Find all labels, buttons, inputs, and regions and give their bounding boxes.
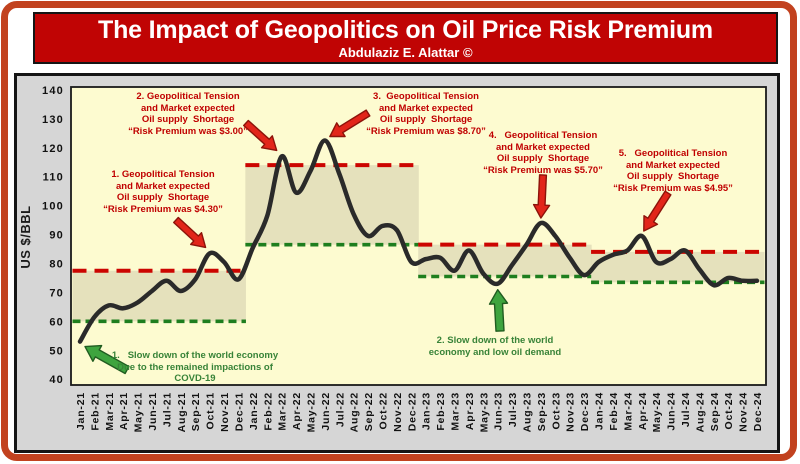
x-tick-label: May-24 xyxy=(651,392,663,432)
page-title: The Impact of Geopolitics on Oil Price R… xyxy=(98,16,713,44)
x-tick-label: Mar-21 xyxy=(104,392,116,431)
risk-band-2021 xyxy=(72,270,246,322)
x-tick-label: Oct-24 xyxy=(723,392,735,429)
x-tick-label: May-23 xyxy=(478,392,490,432)
x-tick-label: Sep-23 xyxy=(536,392,548,431)
x-tick-label: May-21 xyxy=(133,392,145,432)
y-tick-label: 110 xyxy=(43,172,64,184)
x-tick-label: Dec-24 xyxy=(752,392,764,431)
author-credit: Abdulaziz E. Alattar © xyxy=(338,45,473,60)
x-tick-label: Feb-22 xyxy=(262,392,274,431)
x-tick-label: Jul-21 xyxy=(161,392,173,427)
y-axis-title: US $/BBL xyxy=(18,205,33,269)
x-tick-label: Feb-24 xyxy=(608,392,620,431)
x-tick-label: Aug-22 xyxy=(349,392,361,432)
y-tick-label: 60 xyxy=(49,316,64,328)
x-tick-label: Jan-23 xyxy=(421,392,433,430)
annotation-arrow xyxy=(84,344,130,375)
x-tick-label: Apr-24 xyxy=(637,392,649,430)
x-tick-label: Mar-22 xyxy=(277,392,289,431)
chart-panel: 140 130 120 110 100 90 80 70 60 50 40 Jan-21 Feb-21 M… xyxy=(14,73,780,453)
x-tick-label: Jul-24 xyxy=(680,392,692,427)
x-tick-label: Jan-21 xyxy=(75,392,87,430)
x-tick-label: Jul-22 xyxy=(334,392,346,427)
x-tick-label: Nov-22 xyxy=(392,392,404,432)
annotation-arrow xyxy=(329,109,371,138)
x-tick-label: May-22 xyxy=(305,392,317,432)
x-tick-label: Sep-22 xyxy=(363,392,375,431)
annotation-arrow xyxy=(532,174,551,219)
x-tick-label: Jan-22 xyxy=(248,392,260,430)
y-tick-label: 80 xyxy=(49,258,64,270)
annotation-arrow xyxy=(488,288,509,332)
y-tick-label: 140 xyxy=(42,85,64,97)
x-tick-label: Jun-24 xyxy=(666,392,678,431)
x-tick-label: Jun-22 xyxy=(320,392,332,431)
x-tick-label: Nov-23 xyxy=(565,392,577,432)
x-tick-label: Jul-23 xyxy=(507,392,519,427)
y-tick-label: 100 xyxy=(42,201,64,213)
x-tick-label: Nov-21 xyxy=(219,392,231,432)
y-tick-label: 40 xyxy=(49,374,64,386)
annotation-arrow xyxy=(242,119,278,152)
y-tick-label: 70 xyxy=(49,287,64,299)
y-tick-label: 50 xyxy=(49,345,64,357)
x-tick-label: Oct-22 xyxy=(377,392,389,429)
annotation-arrow xyxy=(172,216,207,249)
oil-price-line xyxy=(77,138,760,344)
x-tick-label: Dec-21 xyxy=(233,392,245,431)
annotation-arrow xyxy=(643,190,672,232)
x-tick-label: Aug-23 xyxy=(522,392,534,432)
x-tick-label: Oct-21 xyxy=(205,392,217,429)
x-tick-label: Sep-24 xyxy=(709,392,721,431)
x-tick-label: Oct-23 xyxy=(550,392,562,429)
x-tick-label: Apr-23 xyxy=(464,392,476,430)
x-tick-label: Jun-23 xyxy=(493,392,505,431)
x-tick-label: Jun-21 xyxy=(147,392,159,431)
y-tick-label: 90 xyxy=(49,230,64,242)
x-tick-label: Aug-21 xyxy=(176,392,188,432)
x-tick-label: Dec-23 xyxy=(579,392,591,431)
y-tick-label: 130 xyxy=(42,114,64,126)
x-tick-label: Mar-23 xyxy=(450,392,462,431)
x-tick-label: Feb-21 xyxy=(89,392,101,431)
x-tick-label: Apr-21 xyxy=(118,392,130,430)
x-tick-label: Apr-22 xyxy=(291,392,303,430)
x-tick-label: Jan-24 xyxy=(594,392,606,430)
title-banner: The Impact of Geopolitics on Oil Price R… xyxy=(33,12,778,64)
x-tick-label: Dec-22 xyxy=(406,392,418,431)
x-tick-label: Mar-24 xyxy=(622,392,634,431)
x-tick-label: Aug-24 xyxy=(694,392,706,432)
x-tick-label: Feb-23 xyxy=(435,392,447,431)
x-tick-label: Nov-24 xyxy=(738,392,750,432)
x-tick-label: Sep-21 xyxy=(190,392,202,431)
y-tick-label: 120 xyxy=(42,143,64,155)
